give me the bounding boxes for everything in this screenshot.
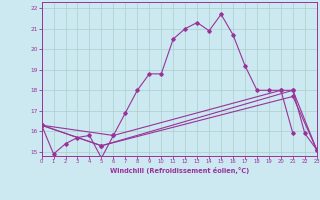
X-axis label: Windchill (Refroidissement éolien,°C): Windchill (Refroidissement éolien,°C): [109, 167, 249, 174]
